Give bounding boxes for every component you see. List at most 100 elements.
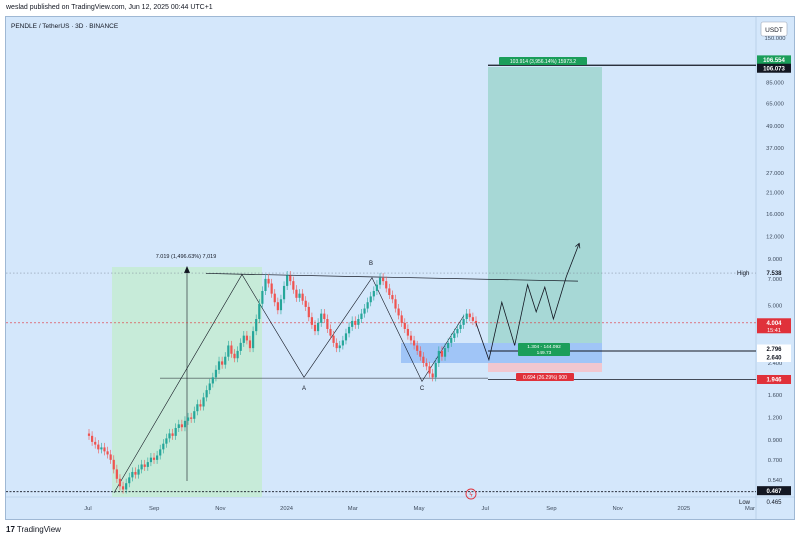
- x-ticks: JulSepNov2024MarMayJulSepNov2025MarMayJu…: [84, 506, 755, 512]
- x-tick-label: May: [414, 506, 425, 512]
- candle-body: [425, 363, 428, 367]
- candle-body: [100, 447, 103, 450]
- publish-line: weslad published on TradingView.com, Jun…: [6, 4, 213, 11]
- candle-body: [307, 306, 310, 318]
- current-price: 4.004: [766, 321, 782, 327]
- chart-area[interactable]: PENDLE / TetherUS · 3D · BINANCE USDT 15…: [5, 16, 795, 520]
- candle-body: [128, 477, 131, 484]
- y-tick-label: 9.000: [768, 257, 783, 263]
- candle-body: [443, 348, 447, 357]
- candle-body: [202, 397, 205, 407]
- x-tick-label: Mar: [348, 506, 358, 512]
- symbol-label: PENDLE / TetherUS · 3D · BINANCE: [11, 23, 119, 30]
- event-marker-icon[interactable]: [465, 488, 477, 500]
- target-zone[interactable]: [488, 67, 602, 343]
- price-chart[interactable]: PENDLE / TetherUS · 3D · BINANCE USDT 15…: [6, 17, 794, 519]
- entry-zone[interactable]: [401, 343, 602, 363]
- candle-body: [431, 373, 434, 378]
- candle-body: [412, 340, 416, 346]
- stop-zone[interactable]: [488, 363, 602, 372]
- candle-body: [94, 441, 97, 445]
- x-tick-label: Mar: [745, 506, 755, 512]
- candle-body: [363, 308, 366, 314]
- stop-annotation: [516, 373, 574, 381]
- countdown: 15:41: [767, 328, 781, 334]
- candle-body: [341, 340, 344, 346]
- candle-body: [282, 285, 286, 300]
- candle-body: [434, 363, 437, 378]
- candle-body: [121, 486, 125, 490]
- candle-body: [378, 277, 382, 285]
- currency-button[interactable]: [760, 21, 788, 37]
- high-label: High: [737, 271, 749, 277]
- candle-body: [388, 288, 391, 296]
- y-tick-label: 1.600: [768, 393, 783, 399]
- candle-body: [251, 331, 255, 349]
- target-top-tag-bg: [757, 55, 791, 65]
- candle-body: [447, 342, 450, 349]
- x-tick-label: Sep: [149, 506, 159, 512]
- candle-body: [351, 320, 354, 327]
- low-value: 0.465: [766, 500, 782, 506]
- candle-body: [332, 335, 335, 343]
- low-line-tag: 0.467: [766, 489, 782, 495]
- candle-body: [375, 284, 379, 291]
- target-annotation: [499, 57, 587, 65]
- candle-body: [323, 313, 326, 320]
- candle-body: [372, 290, 375, 297]
- candle-body: [394, 299, 397, 309]
- candle-body: [369, 296, 372, 303]
- candle-body: [366, 302, 369, 309]
- candle-body: [465, 313, 468, 320]
- candle-body: [239, 342, 242, 351]
- x-tick-label: Jul: [84, 506, 91, 512]
- candles: [87, 270, 478, 494]
- candle-body: [406, 328, 409, 336]
- candle-body: [162, 443, 165, 450]
- candle-body: [242, 335, 245, 343]
- candle-body: [125, 483, 128, 490]
- candle-body: [205, 390, 208, 398]
- target-annotation-text: 103.914 (3,956.14%) 15973.2: [510, 59, 576, 65]
- candle-body: [270, 283, 273, 294]
- candle-body: [320, 313, 323, 323]
- candle-body: [468, 313, 471, 318]
- y-tick-label: 0.700: [768, 458, 783, 464]
- projection-line: [475, 243, 580, 362]
- candle-body: [450, 337, 453, 343]
- y-tick-label: 0.540: [768, 478, 783, 484]
- projection-arrowhead: [575, 242, 581, 249]
- candle-body: [459, 324, 462, 329]
- measure-label: 7.019 (1,496.63%) 7,019: [156, 254, 217, 260]
- y-tick-label: 150.000: [765, 36, 786, 42]
- candle-body: [462, 319, 465, 325]
- candle-body: [360, 313, 363, 320]
- candle-body: [471, 317, 475, 321]
- candle-body: [329, 328, 332, 336]
- y-tick-label: 1.200: [768, 415, 783, 421]
- candle-body: [298, 293, 301, 298]
- candle-body: [208, 383, 211, 391]
- candle-body: [233, 353, 236, 359]
- candle-body: [276, 302, 279, 311]
- candle-body: [310, 317, 314, 325]
- price-axis[interactable]: [756, 17, 794, 519]
- candle-body: [382, 277, 385, 282]
- candle-body: [131, 471, 134, 478]
- y-tick-label: 65.000: [766, 102, 784, 108]
- candle-body: [186, 417, 190, 421]
- candle-body: [357, 319, 360, 325]
- candle-body: [419, 350, 422, 357]
- y-tick-label: 37.000: [766, 146, 784, 152]
- candle-body: [317, 322, 320, 332]
- candle-body: [137, 469, 140, 475]
- candle-body: [313, 324, 317, 332]
- tradingview-logo[interactable]: 17 TradingView: [6, 525, 61, 534]
- publish-info: weslad published on TradingView.com, Jun…: [0, 0, 800, 16]
- candle-body: [217, 361, 221, 370]
- stop-annotation-text: 0.694 (26.29%) 900: [523, 375, 567, 381]
- candle-body: [261, 290, 264, 304]
- candle-body: [146, 462, 149, 467]
- y-tick-label: 27.000: [766, 171, 784, 177]
- candle-body: [453, 333, 456, 338]
